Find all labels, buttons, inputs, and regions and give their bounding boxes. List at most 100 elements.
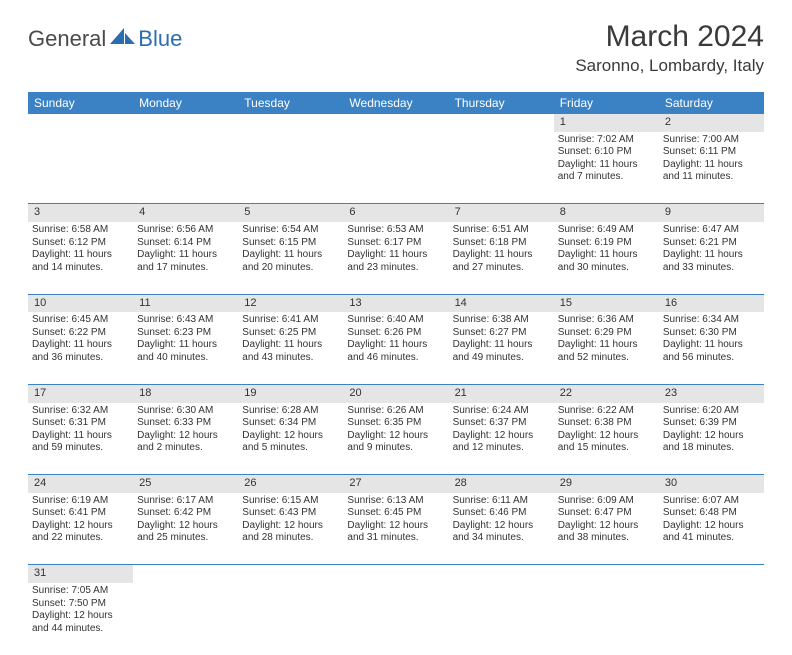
day-detail-line: Sunrise: 6:17 AM <box>137 495 234 508</box>
month-title: March 2024 <box>575 20 764 54</box>
day-number-cell: 8 <box>554 204 659 222</box>
day-number-cell <box>238 114 343 132</box>
day-content-row: Sunrise: 6:32 AMSunset: 6:31 PMDaylight:… <box>28 403 764 475</box>
day-content-cell <box>28 132 133 204</box>
day-number-cell <box>554 565 659 583</box>
day-detail-line: Sunset: 6:10 PM <box>558 146 655 159</box>
day-number-cell <box>659 565 764 583</box>
day-detail-line: Sunrise: 6:43 AM <box>137 314 234 327</box>
day-detail-line: Daylight: 11 hours <box>347 249 444 262</box>
day-content-cell: Sunrise: 7:02 AMSunset: 6:10 PMDaylight:… <box>554 132 659 204</box>
day-number-cell <box>449 565 554 583</box>
day-detail-line: and 44 minutes. <box>32 623 129 636</box>
day-detail-line: Daylight: 12 hours <box>242 430 339 443</box>
day-content-cell <box>449 132 554 204</box>
day-content-cell: Sunrise: 6:11 AMSunset: 6:46 PMDaylight:… <box>449 493 554 565</box>
day-content-cell: Sunrise: 6:20 AMSunset: 6:39 PMDaylight:… <box>659 403 764 475</box>
day-number-cell: 5 <box>238 204 343 222</box>
day-detail-line: Sunrise: 6:34 AM <box>663 314 760 327</box>
day-number-cell: 14 <box>449 294 554 312</box>
day-number-cell: 26 <box>238 475 343 493</box>
day-detail-line: Sunset: 6:39 PM <box>663 417 760 430</box>
day-detail-line: and 40 minutes. <box>137 352 234 365</box>
day-content-cell: Sunrise: 6:41 AMSunset: 6:25 PMDaylight:… <box>238 312 343 384</box>
day-content-cell: Sunrise: 6:49 AMSunset: 6:19 PMDaylight:… <box>554 222 659 294</box>
day-detail-line: and 38 minutes. <box>558 532 655 545</box>
day-detail-line: Sunrise: 6:36 AM <box>558 314 655 327</box>
day-detail-line: Sunset: 6:26 PM <box>347 327 444 340</box>
day-detail-line: Daylight: 12 hours <box>242 520 339 533</box>
day-detail-line: Sunset: 6:17 PM <box>347 237 444 250</box>
day-number-cell: 19 <box>238 384 343 402</box>
day-detail-line: Daylight: 12 hours <box>453 520 550 533</box>
day-content-cell: Sunrise: 6:32 AMSunset: 6:31 PMDaylight:… <box>28 403 133 475</box>
day-number-cell: 9 <box>659 204 764 222</box>
day-detail-line: Sunrise: 6:54 AM <box>242 224 339 237</box>
day-number-cell <box>133 565 238 583</box>
day-detail-line: Daylight: 12 hours <box>453 430 550 443</box>
day-content-cell <box>343 132 448 204</box>
day-detail-line: and 11 minutes. <box>663 171 760 184</box>
day-detail-line: Sunrise: 6:15 AM <box>242 495 339 508</box>
day-content-cell: Sunrise: 6:17 AMSunset: 6:42 PMDaylight:… <box>133 493 238 565</box>
day-detail-line: Sunrise: 6:30 AM <box>137 405 234 418</box>
day-detail-line: and 23 minutes. <box>347 262 444 275</box>
day-number-cell: 3 <box>28 204 133 222</box>
day-detail-line: and 34 minutes. <box>453 532 550 545</box>
day-content-cell <box>449 583 554 655</box>
day-number-cell: 18 <box>133 384 238 402</box>
day-detail-line: Sunset: 6:21 PM <box>663 237 760 250</box>
day-detail-line: Sunset: 6:43 PM <box>242 507 339 520</box>
day-detail-line: Sunset: 6:30 PM <box>663 327 760 340</box>
day-detail-line: Daylight: 12 hours <box>663 520 760 533</box>
day-detail-line: and 9 minutes. <box>347 442 444 455</box>
day-detail-line: and 7 minutes. <box>558 171 655 184</box>
weekday-header: Thursday <box>449 92 554 114</box>
day-detail-line: Sunrise: 6:51 AM <box>453 224 550 237</box>
day-content-cell: Sunrise: 6:38 AMSunset: 6:27 PMDaylight:… <box>449 312 554 384</box>
sail-icon <box>110 26 136 52</box>
day-detail-line: and 33 minutes. <box>663 262 760 275</box>
day-detail-line: and 2 minutes. <box>137 442 234 455</box>
day-content-cell <box>554 583 659 655</box>
day-detail-line: Sunset: 6:37 PM <box>453 417 550 430</box>
day-content-cell: Sunrise: 6:28 AMSunset: 6:34 PMDaylight:… <box>238 403 343 475</box>
day-detail-line: Daylight: 11 hours <box>558 249 655 262</box>
day-detail-line: Sunset: 6:25 PM <box>242 327 339 340</box>
day-content-row: Sunrise: 6:45 AMSunset: 6:22 PMDaylight:… <box>28 312 764 384</box>
day-number-row: 17181920212223 <box>28 384 764 402</box>
day-number-cell: 25 <box>133 475 238 493</box>
day-detail-line: Daylight: 11 hours <box>137 339 234 352</box>
day-number-row: 3456789 <box>28 204 764 222</box>
weekday-header: Sunday <box>28 92 133 114</box>
day-detail-line: Daylight: 12 hours <box>558 430 655 443</box>
day-detail-line: Daylight: 11 hours <box>663 249 760 262</box>
day-number-cell: 21 <box>449 384 554 402</box>
day-detail-line: Sunrise: 6:26 AM <box>347 405 444 418</box>
day-detail-line: Daylight: 12 hours <box>663 430 760 443</box>
day-detail-line: Sunrise: 6:38 AM <box>453 314 550 327</box>
day-number-cell: 2 <box>659 114 764 132</box>
day-content-cell <box>659 583 764 655</box>
day-detail-line: and 25 minutes. <box>137 532 234 545</box>
header: General Blue March 2024 Saronno, Lombard… <box>0 0 792 84</box>
day-detail-line: Sunrise: 7:02 AM <box>558 134 655 147</box>
day-detail-line: Sunset: 6:18 PM <box>453 237 550 250</box>
day-content-row: Sunrise: 7:02 AMSunset: 6:10 PMDaylight:… <box>28 132 764 204</box>
day-detail-line: and 18 minutes. <box>663 442 760 455</box>
day-detail-line: and 49 minutes. <box>453 352 550 365</box>
day-detail-line: Daylight: 11 hours <box>242 339 339 352</box>
day-content-cell: Sunrise: 6:13 AMSunset: 6:45 PMDaylight:… <box>343 493 448 565</box>
day-detail-line: Daylight: 11 hours <box>558 339 655 352</box>
day-detail-line: and 36 minutes. <box>32 352 129 365</box>
day-content-cell: Sunrise: 6:53 AMSunset: 6:17 PMDaylight:… <box>343 222 448 294</box>
day-content-row: Sunrise: 7:05 AMSunset: 7:50 PMDaylight:… <box>28 583 764 655</box>
day-content-cell: Sunrise: 7:00 AMSunset: 6:11 PMDaylight:… <box>659 132 764 204</box>
day-detail-line: Sunset: 6:15 PM <box>242 237 339 250</box>
day-number-cell: 28 <box>449 475 554 493</box>
day-detail-line: Sunset: 6:11 PM <box>663 146 760 159</box>
weekday-header-row: Sunday Monday Tuesday Wednesday Thursday… <box>28 92 764 114</box>
day-number-cell: 12 <box>238 294 343 312</box>
day-number-cell: 6 <box>343 204 448 222</box>
day-detail-line: Sunset: 6:14 PM <box>137 237 234 250</box>
